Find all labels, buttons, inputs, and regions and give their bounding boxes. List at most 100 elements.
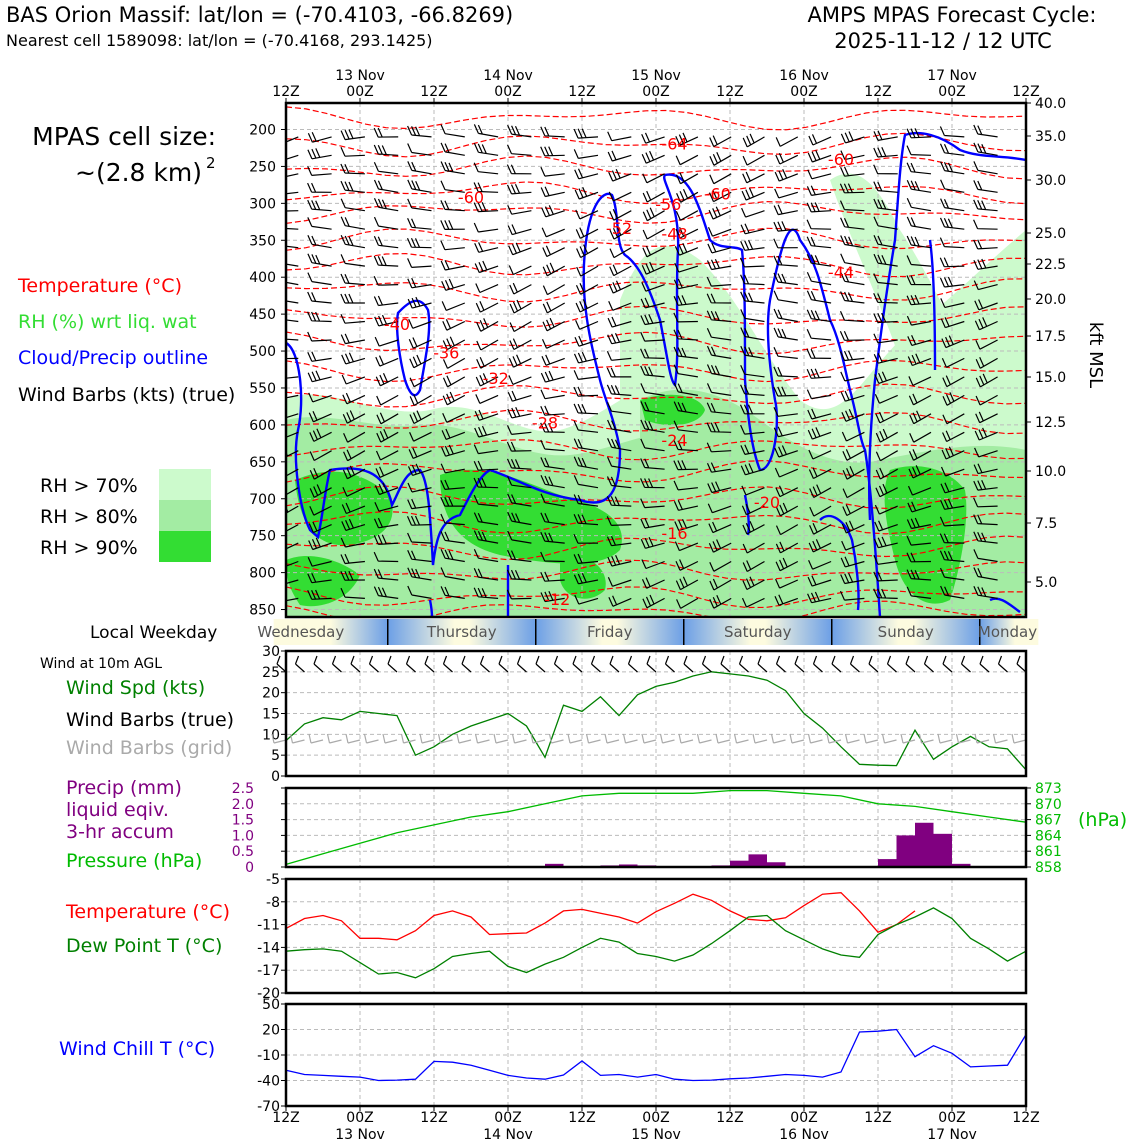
height-tick-label: 20.0 bbox=[1035, 292, 1066, 308]
wind-barb bbox=[473, 162, 499, 175]
wind-barb bbox=[673, 420, 698, 433]
wind-barb bbox=[373, 586, 399, 599]
wind-barb bbox=[809, 484, 832, 499]
wind-barb bbox=[773, 272, 798, 286]
wind-barb bbox=[875, 483, 898, 498]
time-tick-label-bottom: 12Z bbox=[568, 1110, 595, 1126]
wind-barb bbox=[874, 520, 898, 532]
wind-barb bbox=[740, 309, 765, 323]
wind-barb bbox=[973, 258, 998, 270]
wind-barb bbox=[640, 438, 665, 452]
wind-barb bbox=[973, 463, 998, 475]
wind-barb bbox=[842, 504, 865, 517]
wind-barb bbox=[673, 440, 698, 452]
time-tick-label-bottom: 00Z bbox=[642, 1110, 669, 1126]
wind-barb bbox=[609, 247, 632, 259]
wind-barb bbox=[473, 530, 499, 544]
wind-barb bbox=[942, 413, 965, 425]
wind-barb bbox=[376, 428, 399, 443]
time-tick-label-bottom: 00Z bbox=[494, 1110, 521, 1126]
wind-barb bbox=[909, 431, 932, 443]
wind-barb bbox=[939, 516, 965, 527]
rh-region bbox=[560, 557, 606, 599]
wind-barb bbox=[773, 426, 798, 438]
wind-barb bbox=[507, 224, 532, 236]
time-tick-label-top: 00Z bbox=[346, 84, 373, 100]
wind-barb bbox=[974, 317, 998, 331]
wind-barb-grid bbox=[289, 733, 305, 744]
wind-barb bbox=[540, 126, 565, 138]
wind-barb bbox=[941, 335, 965, 349]
pressure-tick-label: 550 bbox=[249, 381, 276, 397]
pressure-tick-label: 200 bbox=[249, 123, 276, 139]
y-tick-label: 30 bbox=[262, 644, 280, 660]
wind-barb bbox=[440, 240, 465, 251]
time-axis-bottom: 12Z 00Z 12Z 00Z 12Z 00Z 12Z 00Z 12Z 00Z 12Z 13 Nov 1… bbox=[272, 1106, 1040, 1140]
wind-barb bbox=[506, 425, 532, 435]
y-tick-label: -17 bbox=[257, 963, 280, 979]
wind-barb bbox=[407, 549, 432, 563]
wind-barb bbox=[609, 264, 632, 277]
date-label-top: 15 Nov bbox=[631, 68, 681, 84]
wind-barb bbox=[406, 237, 432, 249]
legend-temperature: Temperature (°C) bbox=[17, 275, 182, 297]
wind-barb bbox=[841, 520, 865, 534]
wind-barb bbox=[741, 503, 765, 516]
wind-barb bbox=[873, 571, 898, 582]
wind-barb bbox=[286, 450, 299, 458]
wind-barb bbox=[973, 497, 998, 508]
wind-barb bbox=[908, 376, 932, 386]
time-tick-label-top: 12Z bbox=[1012, 84, 1039, 100]
wind-barb bbox=[973, 280, 998, 291]
wind-barb bbox=[308, 537, 332, 551]
wind-barb bbox=[473, 124, 499, 138]
wind-barb bbox=[307, 331, 332, 342]
wind-barb-grid bbox=[567, 733, 583, 744]
temperature-contour bbox=[286, 600, 1026, 617]
wind-barb bbox=[286, 560, 299, 567]
wind-barb bbox=[342, 465, 366, 480]
wind-barb bbox=[407, 125, 432, 138]
wind-barb bbox=[608, 168, 632, 182]
y-tick-label: -20 bbox=[257, 986, 280, 1002]
cell-size-value: ~(2.8 km) bbox=[75, 158, 202, 187]
wind-barb bbox=[373, 127, 399, 138]
wind-barb bbox=[341, 374, 366, 385]
wind-barb bbox=[839, 590, 865, 601]
wind-barb-true bbox=[960, 655, 971, 673]
wind-barb bbox=[709, 595, 732, 609]
wind-barb bbox=[840, 166, 865, 177]
wind-barb bbox=[473, 222, 499, 233]
time-tick-label-top: 12Z bbox=[420, 84, 447, 100]
wind-barb bbox=[806, 185, 832, 196]
wind-barb bbox=[973, 161, 998, 175]
wind-barb bbox=[442, 413, 466, 423]
wind-barb bbox=[974, 427, 998, 441]
legend-rh: RH (%) wrt liq. wat bbox=[18, 311, 197, 333]
wind-barb bbox=[706, 276, 732, 287]
height-tick-label: 22.5 bbox=[1035, 257, 1066, 273]
wind-barb bbox=[708, 190, 732, 203]
wind-barb bbox=[706, 345, 732, 359]
wind-barb bbox=[740, 384, 765, 396]
height-tick-label: 17.5 bbox=[1035, 329, 1066, 345]
wind-barb bbox=[675, 576, 699, 591]
wind-barb bbox=[540, 571, 565, 582]
wind-barb bbox=[640, 498, 665, 509]
wind-barb bbox=[573, 149, 599, 159]
weekday-segment bbox=[831, 619, 980, 645]
time-tick-label-bottom: 12Z bbox=[716, 1110, 743, 1126]
wind-barb bbox=[673, 346, 698, 359]
cycle-title: AMPS MPAS Forecast Cycle: bbox=[808, 3, 1097, 27]
pressure-tick-label: 861 bbox=[1035, 844, 1062, 860]
wind-barb bbox=[907, 501, 932, 513]
wind-barb-true bbox=[461, 655, 472, 673]
temperature-contour bbox=[286, 535, 1026, 561]
wind-barb bbox=[307, 148, 332, 160]
wind-barb bbox=[640, 348, 665, 359]
wind-barb bbox=[906, 535, 932, 546]
wind-barb bbox=[907, 335, 932, 346]
wind-barb bbox=[840, 291, 865, 304]
weekday-name: Wednesday bbox=[257, 623, 344, 641]
swatch-rh80 bbox=[159, 500, 211, 531]
